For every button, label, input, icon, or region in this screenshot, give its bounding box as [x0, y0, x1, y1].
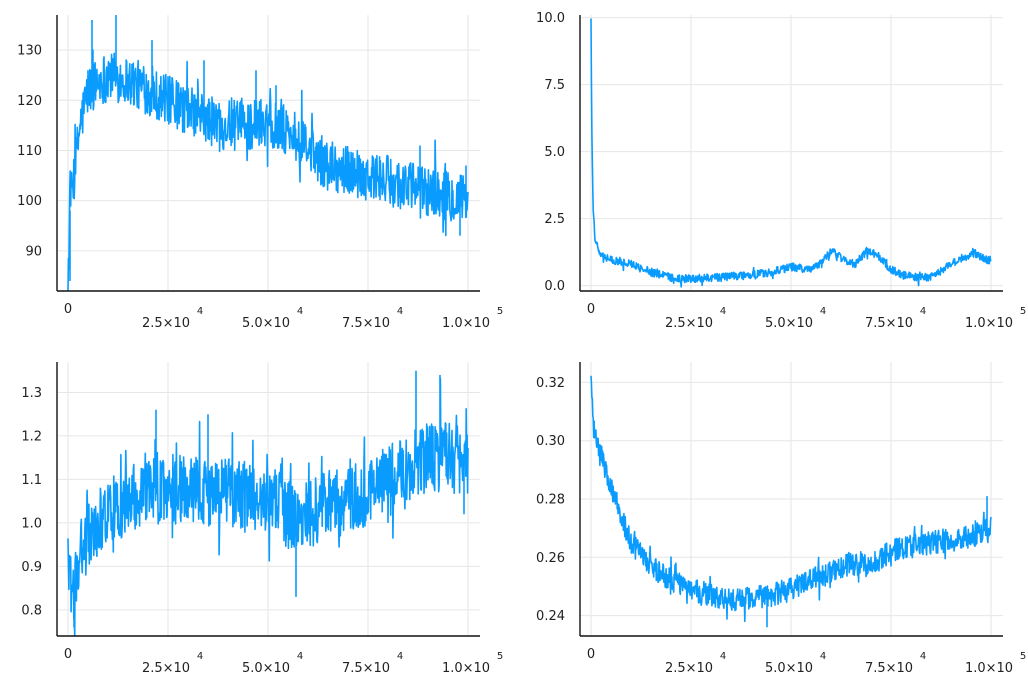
- x-tick-label: 0: [64, 302, 72, 317]
- y-tick-label: 1.1: [21, 473, 42, 488]
- y-tick-label: 1.3: [21, 386, 42, 401]
- x-tick-label: 2.5×10: [665, 661, 713, 675]
- y-tick-label: 130: [17, 44, 42, 59]
- y-tick-label: 100: [17, 194, 42, 209]
- x-tick-exponent: 5: [1020, 306, 1026, 317]
- x-tick-exponent: 5: [497, 651, 503, 662]
- series-line: [67, 15, 469, 292]
- subplot-3: 0.8 0.9 1.0 1.1 1.2 1.3 0 2.5×10 4 5.0×10 4 7.5×10 4…: [21, 362, 503, 675]
- y-tick-label: 10.0: [536, 11, 565, 26]
- x-tick-exponent: 4: [197, 651, 203, 662]
- y-tick-label: 0.30: [536, 434, 565, 449]
- y-tick-label: 110: [17, 144, 42, 159]
- x-tick-label: 1.0×10: [442, 316, 490, 331]
- subplot-4: 0.24 0.26 0.28 0.30 0.32 0 2.5×10 4 5.0×10 4 7.5×1…: [536, 362, 1026, 675]
- y-tick-label: 0.0: [544, 279, 565, 294]
- y-tick-label: 7.5: [544, 78, 565, 93]
- subplot-2: 0.0 2.5 5.0 7.5 10.0 0 2.5×10 4 5.0×10 4 7.5×10 4 1.…: [536, 11, 1026, 331]
- y-tick-label: 0.32: [536, 376, 565, 391]
- subplot-1: 90 100 110 120 130 0 2.5×10 4 5.0×10 4 7.5×10 4 1.0×…: [17, 15, 503, 331]
- x-tick-label: 1.0×10: [442, 661, 490, 675]
- x-tick-label: 1.0×10: [965, 316, 1013, 331]
- x-tick-label: 5.0×10: [242, 316, 290, 331]
- x-tick-label: 1.0×10: [965, 661, 1013, 675]
- x-tick-exponent: 4: [820, 306, 826, 317]
- x-tick-label: 0: [64, 647, 72, 662]
- x-tick-exponent: 4: [397, 306, 403, 317]
- x-tick-exponent: 4: [920, 306, 926, 317]
- y-tick-label: 0.28: [536, 493, 565, 508]
- x-tick-label: 2.5×10: [665, 316, 713, 331]
- x-tick-exponent: 4: [397, 651, 403, 662]
- y-tick-label: 5.0: [544, 145, 565, 160]
- y-tick-label: 1.2: [21, 429, 42, 444]
- x-tick-exponent: 5: [1020, 651, 1026, 662]
- x-tick-label: 2.5×10: [142, 316, 190, 331]
- y-tick-label: 90: [25, 244, 42, 259]
- x-tick-exponent: 4: [720, 651, 726, 662]
- x-tick-label: 7.5×10: [342, 316, 390, 331]
- x-tick-label: 7.5×10: [342, 661, 390, 675]
- x-tick-exponent: 4: [720, 306, 726, 317]
- x-tick-exponent: 4: [297, 651, 303, 662]
- y-tick-label: 0.26: [536, 551, 565, 566]
- x-tick-label: 0: [587, 302, 595, 317]
- y-tick-label: 0.24: [536, 609, 565, 624]
- y-tick-label: 0.8: [21, 603, 42, 618]
- x-tick-exponent: 5: [497, 306, 503, 317]
- y-tick-label: 0.9: [21, 560, 42, 575]
- x-tick-exponent: 4: [820, 651, 826, 662]
- series-line: [590, 375, 992, 628]
- series-line: [590, 18, 992, 288]
- x-tick-exponent: 4: [197, 306, 203, 317]
- y-tick-label: 120: [17, 94, 42, 109]
- y-tick-label: 1.0: [21, 516, 42, 531]
- x-tick-label: 5.0×10: [242, 661, 290, 675]
- x-tick-label: 7.5×10: [865, 661, 913, 675]
- x-tick-label: 7.5×10: [865, 316, 913, 331]
- x-tick-label: 0: [587, 647, 595, 662]
- x-tick-label: 2.5×10: [142, 661, 190, 675]
- x-tick-label: 5.0×10: [765, 316, 813, 331]
- x-tick-exponent: 4: [920, 651, 926, 662]
- x-tick-exponent: 4: [297, 306, 303, 317]
- series-line: [67, 370, 469, 637]
- y-tick-label: 2.5: [544, 212, 565, 227]
- x-tick-label: 5.0×10: [765, 661, 813, 675]
